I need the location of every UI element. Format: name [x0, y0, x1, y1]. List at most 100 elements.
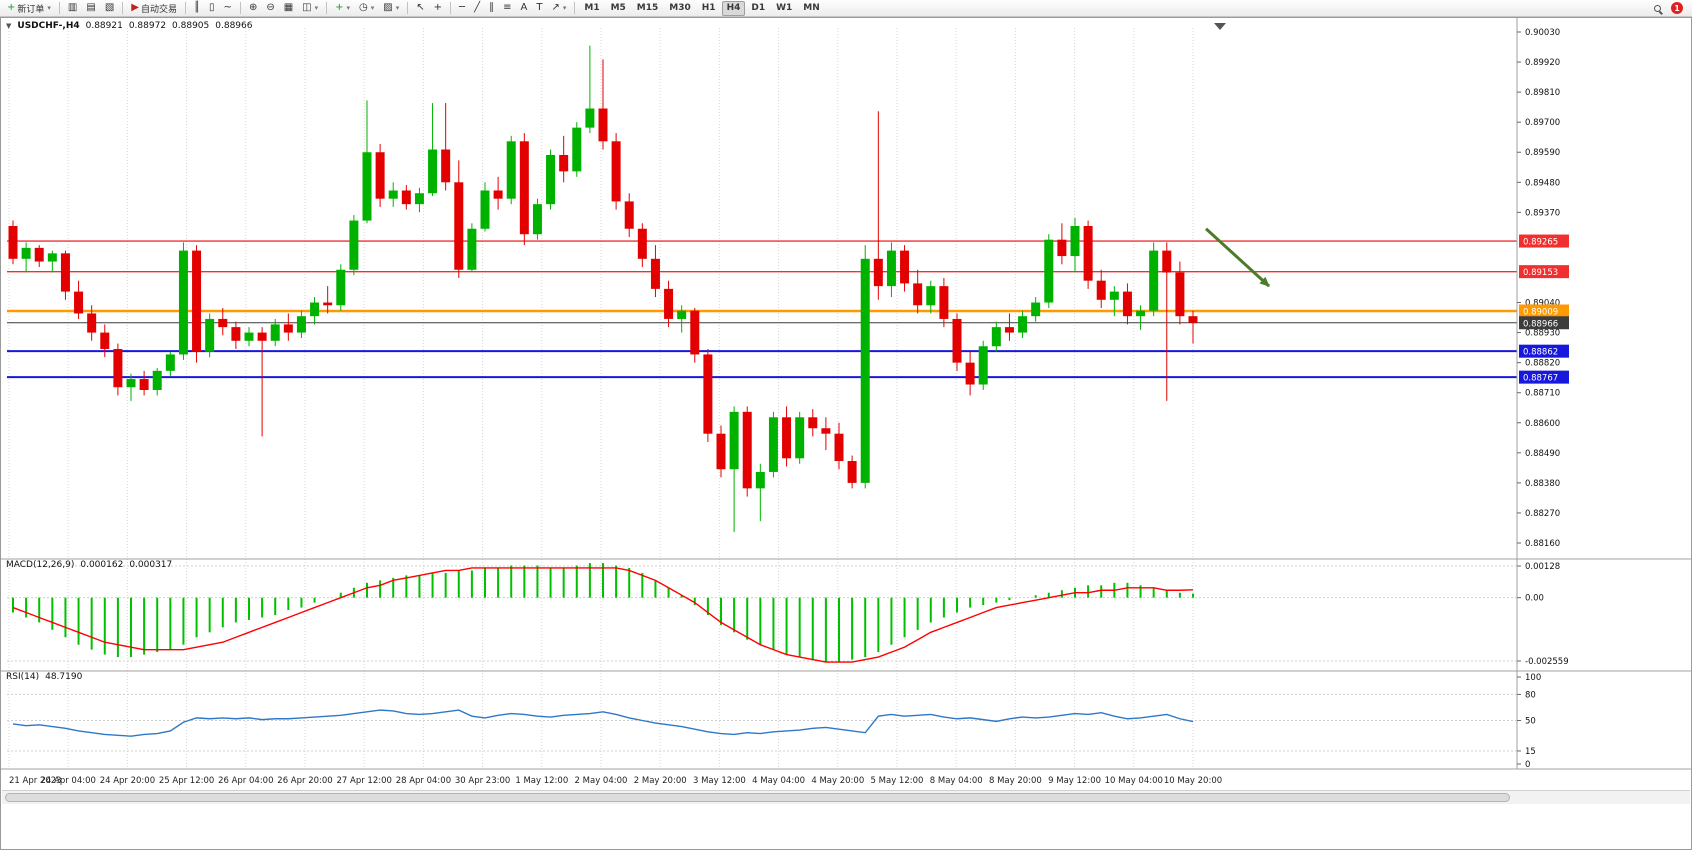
bar-chart-icon: ║ — [194, 2, 201, 13]
rsi-axis-label: 80 — [1525, 690, 1536, 700]
candlestick-chart-button[interactable]: ▯ — [205, 1, 219, 16]
macd-name: MACD(12,26,9) — [6, 560, 75, 570]
candle-up — [860, 258, 870, 483]
text-label-button[interactable]: T — [532, 1, 546, 16]
candle-up — [165, 354, 175, 371]
trendline-button[interactable]: ╱ — [470, 1, 484, 16]
candle-down — [231, 327, 241, 341]
market-watch-button[interactable]: ▥ — [64, 1, 81, 16]
candle-down — [192, 250, 202, 352]
navigator-icon: ▧ — [104, 2, 115, 13]
timeframe-m1-button-label: M1 — [584, 3, 600, 13]
timeframe-h4-button-label: H4 — [726, 3, 741, 13]
autotrading-button[interactable]: ▶ 自动交易 — [127, 1, 181, 16]
equidistant-channel-button[interactable]: ∥ — [485, 1, 498, 16]
new-order-button[interactable]: + 新订单 ▾ — [3, 1, 55, 16]
candle-up — [1044, 239, 1054, 303]
navigator-button[interactable]: ▧ — [101, 1, 118, 16]
chart-dropdown-icon[interactable]: ▼ — [6, 22, 12, 30]
candle-up — [21, 247, 31, 259]
price-badge — [1519, 344, 1569, 358]
candle-down — [913, 283, 923, 306]
candle-up — [886, 250, 896, 287]
price-badge-label: 0.89009 — [1523, 308, 1558, 318]
candle-down — [624, 201, 634, 229]
timeframe-m15-button-label: M15 — [636, 3, 659, 13]
arrow-annotation[interactable] — [1204, 227, 1271, 288]
caret-down-icon: ▾ — [395, 4, 400, 12]
rsi-axis-label: 50 — [1525, 717, 1536, 727]
templates-button[interactable]: ▨ ▾ — [379, 1, 403, 16]
zoom-in-button[interactable]: ⊕ — [245, 1, 261, 16]
candle-down — [1162, 250, 1172, 273]
price-axis-label: 0.90030 — [1525, 28, 1560, 38]
zoom-out-button[interactable]: ⊖ — [262, 1, 278, 16]
macd-indicator-label: MACD(12,26,9) 0.000162 0.000317 — [6, 560, 172, 570]
quote-close: 0.88966 — [215, 21, 253, 31]
time-axis-label: 28 Apr 04:00 — [396, 776, 451, 786]
candle-up — [428, 149, 438, 194]
price-axis-label: 0.88490 — [1525, 449, 1560, 459]
candle-down — [283, 324, 293, 333]
rsi-value: 48.7190 — [45, 672, 83, 682]
candle-down — [257, 332, 267, 341]
quote-high: 0.88972 — [128, 21, 167, 31]
timeframe-m30-button[interactable]: M30 — [664, 1, 695, 16]
price-axis-label: 0.89480 — [1525, 178, 1560, 188]
price-badge — [1519, 370, 1569, 384]
chart-canvas[interactable]: 0.90030 0.89920 0.89810 0.89700 0.89590 0.894… — [1, 18, 1692, 808]
periods-button[interactable]: ◷ ▾ — [355, 1, 378, 16]
candle-up — [991, 327, 1001, 347]
new-order-button-label: 新订单 — [17, 4, 45, 15]
candle-up — [572, 127, 582, 172]
text-button[interactable]: A — [517, 1, 532, 16]
candle-down — [952, 318, 962, 363]
fibonacci-button[interactable]: ≡ — [499, 1, 515, 16]
time-axis-label: 25 Apr 12:00 — [159, 776, 214, 786]
scrollbar-thumb[interactable] — [5, 793, 1510, 802]
search-button[interactable] — [1649, 1, 1668, 16]
candle-down — [637, 228, 647, 259]
caret-down-icon: ▾ — [346, 4, 351, 12]
bar-chart-button[interactable]: ║ — [190, 1, 204, 16]
macd-signal-value: 0.000317 — [129, 560, 173, 570]
tile-windows-button[interactable]: ◫ ▾ — [298, 1, 322, 16]
timeframe-h1-button[interactable]: H1 — [697, 1, 721, 16]
caret-down-icon: ▾ — [314, 4, 319, 12]
horizontal-line-button[interactable]: ─ — [455, 1, 469, 16]
horizontal-scrollbar[interactable] — [2, 790, 1690, 804]
time-axis-label: 26 Apr 20:00 — [277, 776, 332, 786]
candle-down — [218, 318, 228, 328]
notification-badge[interactable]: 1 — [1671, 2, 1683, 14]
chart-shift-marker-icon — [1214, 23, 1226, 30]
data-window-button[interactable]: ▤ — [82, 1, 99, 16]
timeframe-m15-button[interactable]: M15 — [632, 1, 663, 16]
timeframe-h4-button[interactable]: H4 — [721, 0, 746, 16]
price-badge-label: 0.88767 — [1523, 374, 1558, 384]
line-chart-button[interactable]: ~ — [220, 1, 236, 16]
candle-up — [1031, 302, 1041, 317]
candle-up — [1018, 316, 1028, 333]
crosshair-button[interactable]: + — [430, 1, 446, 16]
candle-down — [8, 226, 18, 259]
price-axis-label: 0.89370 — [1525, 208, 1560, 218]
rsi-axis-label: 15 — [1525, 747, 1536, 757]
templates-icon: ▨ — [383, 2, 393, 13]
indicators-button[interactable]: + ▾ — [331, 1, 354, 16]
timeframe-mn-button[interactable]: MN — [798, 1, 825, 16]
candle-up — [1136, 310, 1146, 317]
timeframe-d1-button[interactable]: D1 — [746, 1, 770, 16]
cursor-button[interactable]: ↖ — [412, 1, 428, 16]
grid-button[interactable]: ▦ — [280, 1, 297, 16]
timeframe-w1-button[interactable]: W1 — [771, 1, 797, 16]
time-axis-label: 8 May 04:00 — [930, 776, 983, 786]
toolbar-separator — [122, 2, 124, 14]
candle-up — [388, 190, 398, 199]
timeframe-m5-button[interactable]: M5 — [606, 1, 631, 16]
time-axis-label: 8 May 20:00 — [989, 776, 1042, 786]
autotrading-button-label: 自动交易 — [140, 4, 177, 15]
candle-down — [100, 332, 110, 349]
timeframe-m1-button[interactable]: M1 — [579, 1, 604, 16]
arrows-button[interactable]: ↗ ▾ — [547, 1, 570, 16]
